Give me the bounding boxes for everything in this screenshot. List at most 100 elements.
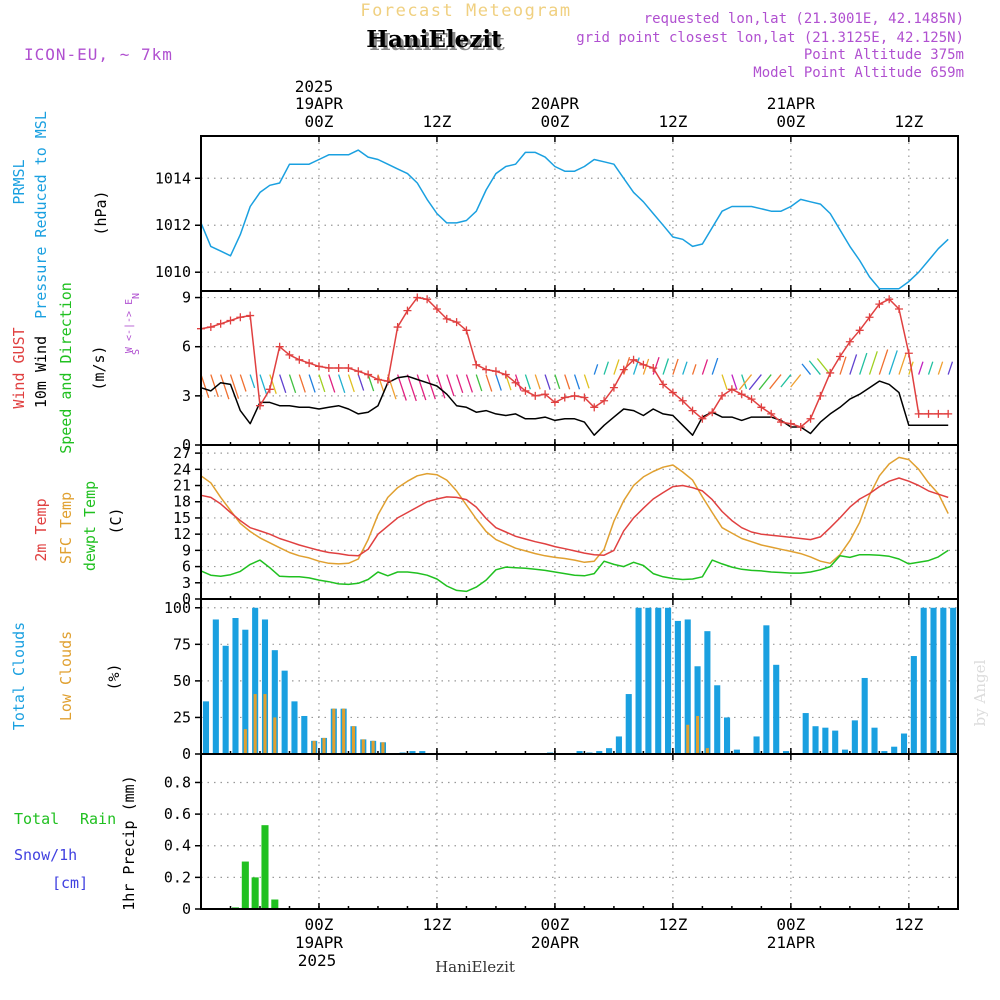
cloud-total-bar [625,694,632,754]
wind-arrow [839,356,847,375]
wind-arrow [593,364,599,375]
gust-marker [324,364,333,372]
cloud-total-bar [615,736,622,754]
cloud-total-bar [822,727,829,754]
gust-marker [560,393,569,402]
precip-bar [241,861,249,909]
y-tick-label: 0 [182,590,191,608]
wind-arrow [495,374,502,391]
cloud-total-bar [576,751,583,754]
gust-marker [334,364,343,372]
bottom-time-label: 00Z [540,915,569,934]
pressure-label-msl: Pressure Reduced to MSL [32,111,50,319]
wind-label-gust: Wind GUST [10,327,28,408]
bottom-time-label: 12Z [422,915,451,934]
y-tick-label: 0.4 [164,837,191,855]
wind-arrow [387,374,397,400]
wind-arrow [613,359,620,375]
gust-marker [826,368,835,377]
cloud-low-bar [696,715,700,754]
cloud-low-bar [705,748,709,754]
gust-marker [727,385,736,394]
y-tick-label: 1012 [155,216,191,234]
wind-arrow [554,374,561,390]
requested-coords: requested lon,lat (21.3001E, 42.1485N) [644,11,964,27]
wind-arrow [485,374,493,392]
wind-arrow [220,374,230,400]
cloud-low-bar [263,694,267,754]
wind-label-unit: (m/s) [90,345,108,390]
precip-bar [261,825,269,909]
precip-label-unit: 1hr Precip (mm) [120,775,138,910]
pressure-labels: PRMSL Pressure Reduced to MSL (hPa) [10,111,110,319]
cloud-total-bar [645,607,652,754]
y-tick-label: 15 [173,509,191,527]
gust-marker [609,383,618,392]
wind-arrow [691,364,697,375]
wind-arrow [377,374,385,394]
wind-arrow [338,374,346,394]
cloud-total-bar [242,629,249,754]
wind-arrow [564,374,571,390]
cloud-total-bar [802,713,809,754]
cloud-total-bar [704,631,711,754]
gust-marker [580,393,589,402]
gust-marker [373,375,382,384]
cloud-total-bar [851,720,858,754]
gust-marker [816,391,825,400]
wind-arrow [573,374,581,390]
cloud-total-bar [202,701,210,754]
cloud-total-bar [714,685,721,754]
gust-marker [570,391,579,400]
cloud-total-bar [900,733,908,754]
top-time-label: 00Z [540,112,569,131]
gust-marker [777,418,786,427]
gust-marker [796,422,805,431]
top-time-label: 12Z [422,112,451,131]
gust-marker [531,391,540,400]
y-tick-label: 21 [173,477,191,495]
top-year-label: 2025 [295,77,334,96]
y-tick-label: 27 [173,444,191,462]
gust-marker [344,364,353,372]
y-tick-label: 3 [182,387,191,405]
gust-marker [639,360,648,369]
cloud-total-bar [724,717,731,754]
cloud-low-bar [332,708,336,754]
wind-arrow [455,374,464,394]
y-tick-label: 75 [173,635,191,653]
pressure-line [200,149,949,290]
pressure-frame [200,135,959,292]
y-tick-label: 12 [173,525,191,543]
gust-marker [747,395,756,404]
wind-arrow [849,354,858,375]
bottom-date-label: 19APR [295,933,344,952]
y-tick-label: 9 [182,289,191,307]
wind-arrow [288,374,297,394]
wind-arrow [318,374,326,393]
gust-marker [904,349,913,358]
gust-marker [836,352,845,361]
cloud-total-bar [930,607,937,754]
pressure-label-prmsl: PRMSL [10,159,28,204]
wind-arrow [652,356,660,375]
cloud-low-bar [381,742,385,754]
gust-marker [757,403,766,412]
wind-arrow [298,374,306,393]
header-title: Forecast Meteogram [360,1,571,21]
wind-arrow [534,374,541,390]
wind-arrow [229,374,240,399]
cloud-total-bar [812,726,819,754]
gust-marker [885,295,894,304]
wind-arrow [642,358,650,375]
wind-arrow [758,374,772,391]
wind-arrow [947,361,954,375]
gust-marker [737,390,746,399]
gust-marker [255,401,264,410]
precip-panel: 0 0.2 0.4 0.6 0.8 [164,753,959,918]
gust-marker [550,398,559,407]
gust-marker [934,409,943,418]
cloud-low-bar [361,739,365,754]
